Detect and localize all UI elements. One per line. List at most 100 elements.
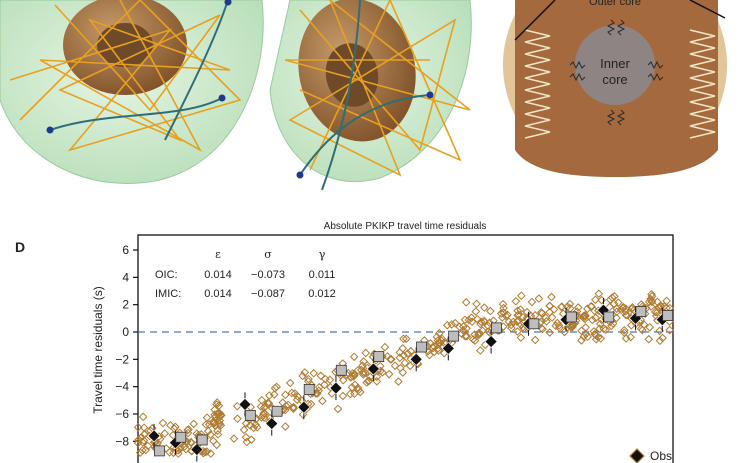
y-tick-label: −8 xyxy=(115,434,129,448)
cloud-point xyxy=(601,325,611,334)
cloud-point xyxy=(534,294,544,303)
cloud-point xyxy=(560,327,569,337)
cloud-point xyxy=(496,309,506,318)
cloud-point xyxy=(318,396,327,406)
cloud-point xyxy=(210,405,220,415)
cloud-point xyxy=(400,358,410,368)
cloud-point xyxy=(199,448,208,458)
station-dot-b2 xyxy=(426,91,434,99)
cloud-point xyxy=(551,321,561,331)
cloud-point xyxy=(579,332,589,341)
cloud-point xyxy=(591,335,601,344)
cloud-point xyxy=(160,429,170,438)
cloud-point xyxy=(647,297,656,306)
cloud-point xyxy=(479,316,489,326)
cloud-point xyxy=(365,372,375,382)
cloud-point xyxy=(612,304,622,314)
y-tick-label: 2 xyxy=(122,298,129,312)
cloud-point xyxy=(338,391,348,401)
y-tick-label: −4 xyxy=(115,380,129,394)
cloud-point xyxy=(300,368,310,377)
obs-point xyxy=(265,417,279,430)
cloud-point xyxy=(447,320,457,329)
cloud-point xyxy=(251,420,260,430)
panel-a xyxy=(0,0,264,184)
cloud-point xyxy=(314,386,324,396)
cloud-point xyxy=(361,348,371,358)
cloud-point xyxy=(563,302,572,312)
cloud-point xyxy=(573,303,583,312)
cloud-point xyxy=(595,319,605,329)
ray-paths-a xyxy=(9,0,242,153)
series-obs xyxy=(147,298,669,462)
model-point xyxy=(603,311,615,323)
cloud-point xyxy=(260,409,270,419)
obs-point xyxy=(484,335,498,348)
plot-frame xyxy=(137,234,674,463)
outer-core-label: Outer core xyxy=(589,0,641,8)
station-dot-a2 xyxy=(218,94,226,102)
cloud-point xyxy=(241,432,251,442)
cloud-point xyxy=(527,297,537,307)
cloud-point xyxy=(621,334,631,343)
cloud-point xyxy=(655,302,664,312)
table-row-imic-gamma: 0.012 xyxy=(308,288,336,300)
station-dot-a3 xyxy=(224,0,232,6)
cloud-point xyxy=(212,400,221,409)
cloud-point xyxy=(580,311,589,321)
cloud-point xyxy=(214,401,224,410)
cloud-point xyxy=(287,388,297,398)
obs-point xyxy=(190,443,204,456)
cloud-point xyxy=(458,326,468,335)
cloud-point xyxy=(442,320,452,330)
y-tick-label: 0 xyxy=(122,325,129,339)
cloud-point xyxy=(658,333,667,343)
cloud-point xyxy=(599,324,609,334)
cloud-point xyxy=(372,372,382,382)
cloud-point xyxy=(212,440,222,450)
cloud-point xyxy=(269,390,279,399)
cloud-point xyxy=(215,413,224,422)
table-row-oic-label: OIC: xyxy=(155,269,178,281)
cloud-point xyxy=(628,303,637,312)
cloud-point xyxy=(579,313,588,323)
series-gray xyxy=(153,306,674,457)
cloud-point xyxy=(530,335,540,345)
station-dot-b1 xyxy=(296,171,304,179)
cloud-point xyxy=(209,436,218,446)
cloud-point xyxy=(304,374,313,384)
cloud-point xyxy=(249,423,258,433)
cloud-point xyxy=(437,336,446,346)
cloud-point xyxy=(657,301,666,311)
table-row-oic-sigma: −0.073 xyxy=(251,269,285,281)
table-row-oic-epsilon: 0.014 xyxy=(204,269,232,281)
cloud-point xyxy=(638,325,647,335)
cloud-point xyxy=(618,302,628,312)
table-row-imic-label: IMIC: xyxy=(155,288,181,300)
cloud-point xyxy=(347,382,357,392)
cloud-point xyxy=(588,315,597,325)
cloud-point xyxy=(134,435,144,445)
chart-title: Absolute PKIKP travel time residuals xyxy=(324,221,487,232)
cloud-point xyxy=(239,425,249,435)
parameter-table: ε σ γ OIC: 0.014 −0.073 0.011 IMIC: 0.01… xyxy=(155,248,336,300)
cloud-point xyxy=(476,346,485,355)
cloud-point xyxy=(607,293,617,302)
cloud-point xyxy=(473,330,483,340)
cloud-point xyxy=(140,429,149,439)
inner-core-label-line2: core xyxy=(602,72,627,87)
cloud-point xyxy=(622,310,632,320)
cloud-point xyxy=(636,324,646,334)
cloud-point xyxy=(619,325,629,335)
cloud-point xyxy=(435,328,444,338)
cloud-point xyxy=(138,438,148,447)
cloud-point xyxy=(242,437,252,447)
cloud-point xyxy=(133,422,143,432)
cloud-point xyxy=(621,310,631,320)
inner-core-c xyxy=(575,25,655,105)
cloud-point xyxy=(568,319,577,329)
cloud-point xyxy=(375,361,385,371)
cloud-point xyxy=(594,289,604,299)
cloud-point xyxy=(553,318,562,328)
